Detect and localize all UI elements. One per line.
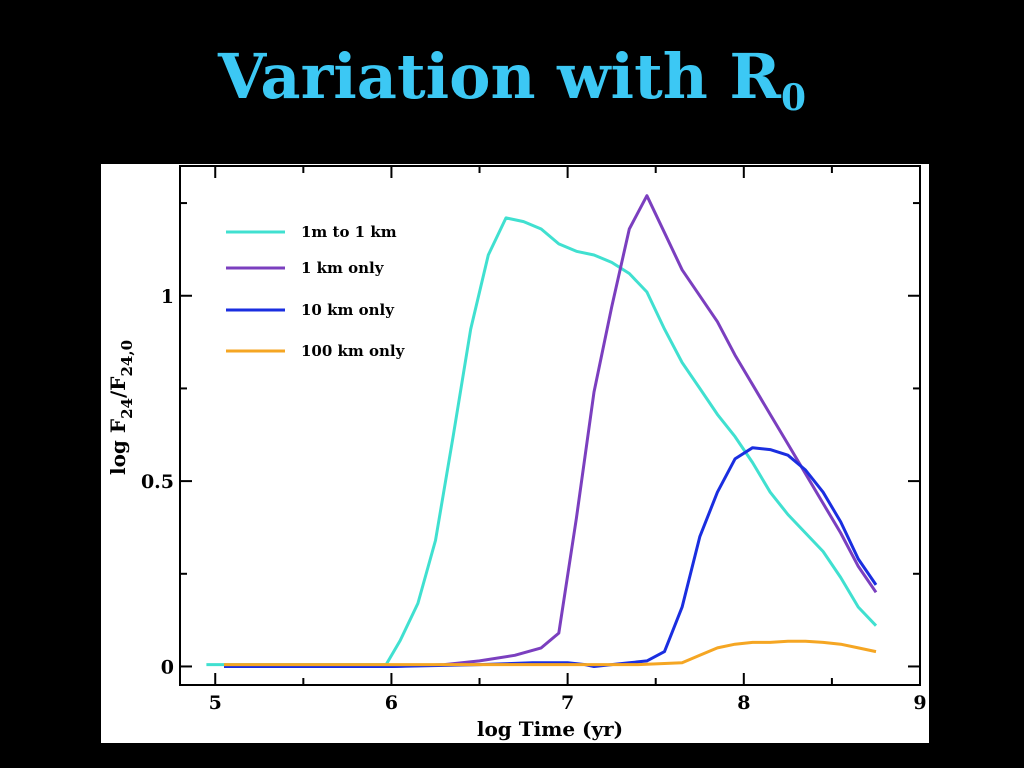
y-tick-label: 1 [161,286,174,308]
x-axis-label: log Time (yr) [477,717,623,741]
legend-label-3: 10 km only [301,301,395,319]
legend-label-1: 1m to 1 km [301,223,397,241]
legend-label-4: 100 km only [301,342,406,360]
slide-title-subscript: 0 [780,77,806,119]
slide-title-main: Variation with R [218,40,781,113]
y-axis-label-sub2: 24,0 [118,340,136,377]
x-tick-label: 9 [913,692,926,714]
y-tick-label: 0.5 [141,471,174,493]
y-axis-label: log F24/F24,0 [106,340,136,475]
line-chart: 5 6 7 8 9 0 0.5 1 log Time (yr) log F24/F24,0 1m t… [106,165,927,741]
series-line-1 [206,216,878,667]
y-axis-label-mid: /F [106,377,130,399]
x-tick-label: 7 [561,692,574,714]
series-line-4 [224,639,877,667]
x-tick-label: 5 [209,692,222,714]
y-axis-label-prefix: log F [106,419,130,475]
slide-title: Variation with R0 [0,40,1024,119]
y-axis-label-sub1: 24 [118,398,136,419]
plot-panel: 5 6 7 8 9 0 0.5 1 log Time (yr) log F24/F24,0 1m t… [101,164,929,743]
legend-label-2: 1 km only [301,259,385,277]
plot-frame [179,165,921,686]
y-tick-label: 0 [161,656,174,678]
x-tick-label: 8 [737,692,750,714]
x-tick-label: 6 [385,692,398,714]
series-line-3 [224,446,878,668]
